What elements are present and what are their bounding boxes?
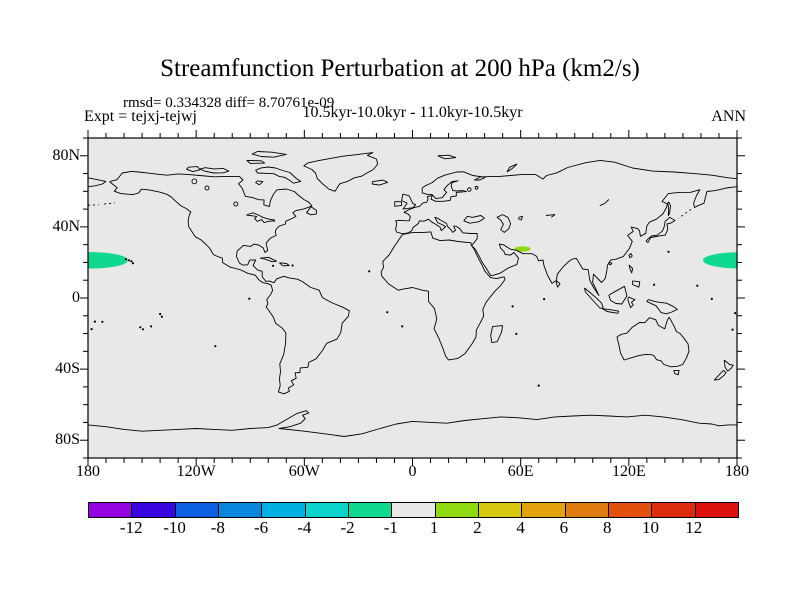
coastlines	[88, 151, 737, 437]
lat-tick-label: 40S	[55, 360, 80, 378]
lat-tick-label: 80N	[52, 146, 80, 164]
lon-tick-label: 180	[76, 463, 100, 480]
colorbar-level-label: -4	[297, 518, 312, 537]
lat-tick-label: 40N	[52, 217, 80, 235]
colorbar-level-label: -8	[210, 518, 225, 537]
lon-tick-label: 60W	[288, 463, 320, 480]
colorbar-level-label: -12	[119, 518, 143, 537]
period-label: 10.5kyr-10.0kyr - 11.0kyr-10.5kyr	[302, 104, 523, 121]
map-background	[88, 138, 737, 458]
colorbar-segment	[262, 503, 306, 517]
lon-tick-label: 120E	[611, 463, 646, 480]
colorbar-segment	[522, 503, 566, 517]
colorbar-segment	[392, 503, 436, 517]
colorbar-segment	[565, 503, 609, 517]
anomaly-region-central-pacific-negative	[88, 252, 128, 269]
colorbar-segment	[478, 503, 523, 517]
lon-tick-label: 120W	[176, 463, 216, 480]
island-specks	[90, 250, 737, 387]
axis-ticks	[80, 130, 745, 466]
colorbar-segment	[132, 503, 176, 517]
lon-tick-label: 60E	[507, 463, 534, 480]
colorbar-level-labels: -12 -10 -8 -6 -4 -2 -1 1 2 4 6 8 10 12	[88, 518, 737, 540]
colorbar-segment	[218, 503, 263, 517]
colorbar-segment	[652, 503, 696, 517]
colorbar-segment	[608, 503, 653, 517]
colorbar-level-label: -2	[340, 518, 355, 537]
colorbar-level-label: -10	[163, 518, 186, 537]
colorbar-segment	[348, 503, 393, 517]
colorbar-segment	[175, 503, 219, 517]
colorbar-segment	[89, 503, 133, 517]
colorbar-segment	[305, 503, 349, 517]
lat-tick-label: 0	[72, 289, 80, 306]
colorbar-segment	[435, 503, 479, 517]
colorbar-segment	[695, 503, 738, 517]
season-label: ANN	[711, 108, 746, 125]
colorbar-level-label: -1	[383, 518, 398, 537]
colorbar-level-label: 4	[516, 518, 525, 537]
colorbar-level-label: 10	[641, 518, 659, 537]
lon-tick-label: 180	[725, 463, 749, 480]
colorbar-level-label: 1	[429, 518, 439, 537]
lat-tick-label: 80S	[55, 431, 80, 449]
lon-tick-label: 0	[408, 463, 417, 480]
stats-line: rmsd= 0.334328 diff= 8.70761e-09	[123, 95, 335, 111]
experiment-label: Expt = tejxj-tejwj	[84, 108, 197, 125]
colorbar-level-label: 2	[473, 518, 482, 537]
anomaly-region-southwest-asia-positive	[514, 246, 531, 252]
colorbar-level-label: -6	[253, 518, 269, 537]
colorbar-level-label: 6	[559, 518, 569, 537]
plot-title: Streamfunction Perturbation at 200 hPa (…	[160, 55, 640, 82]
colorbar-level-label: 12	[685, 518, 703, 537]
anomaly-region-central-pacific-negative	[702, 252, 737, 269]
colorbar-level-label: 8	[602, 518, 612, 537]
colorbar	[88, 502, 739, 518]
